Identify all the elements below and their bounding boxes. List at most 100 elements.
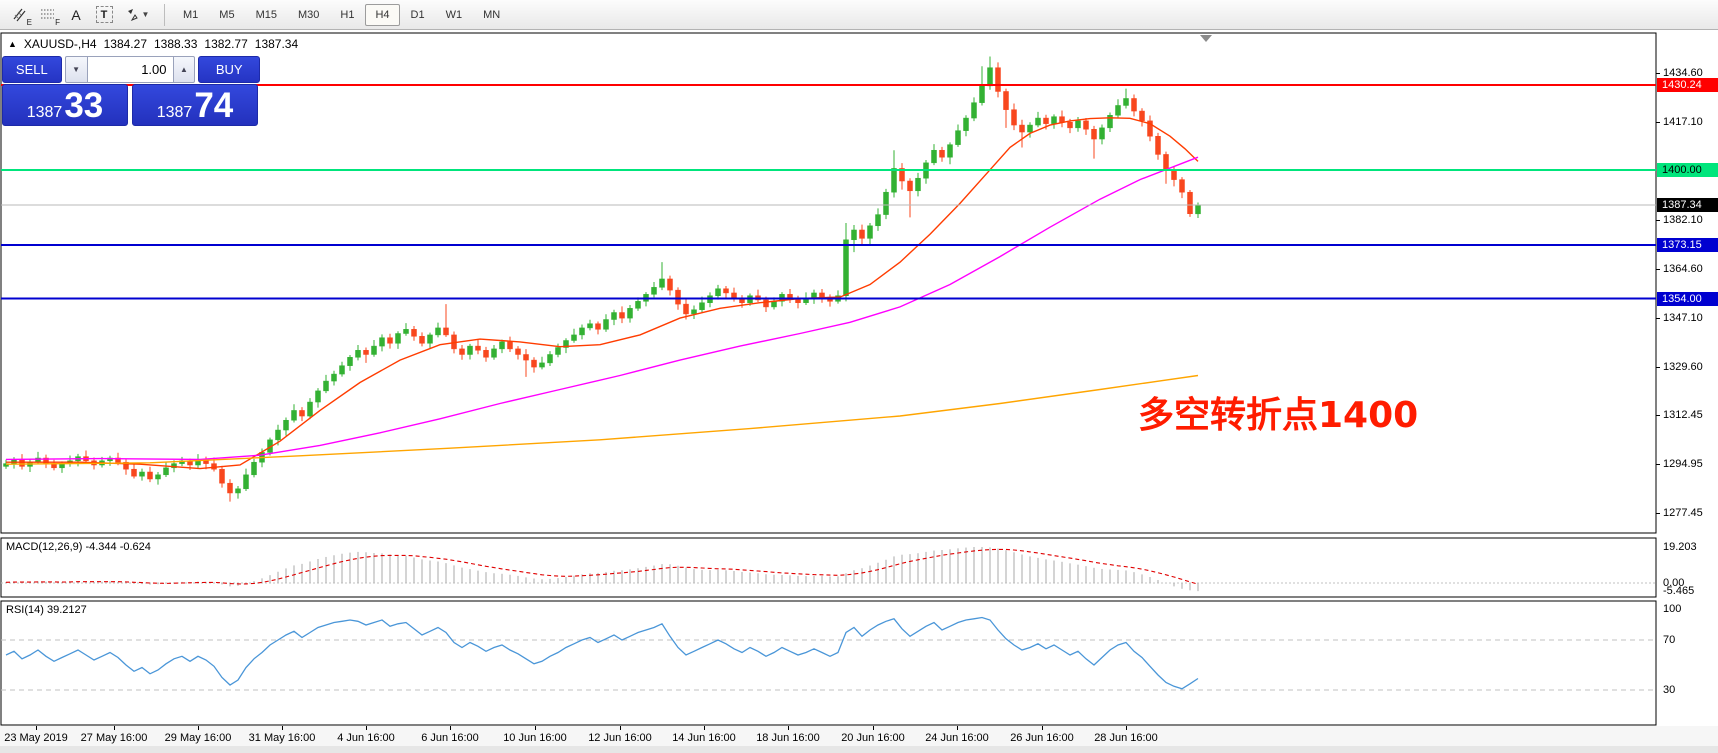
timeframe-button-h1[interactable]: H1 <box>340 8 355 21</box>
time-axis-label: 14 Jun 16:00 <box>672 732 736 744</box>
price-badge-pivot-1400: 1400.00 <box>1657 162 1718 177</box>
price-tick-mark <box>1656 268 1660 270</box>
timeframe-button-m1[interactable]: M1 <box>183 8 199 21</box>
ohlc-high: 1388.33 <box>154 37 198 51</box>
timeframe-button-w1[interactable]: W1 <box>445 8 463 21</box>
timeframe-button-m30[interactable]: M30 <box>297 8 320 21</box>
time-axis-label: 29 May 16:00 <box>164 732 232 744</box>
time-tick-mark <box>788 726 789 730</box>
rsi-scale-label: 70 <box>1663 634 1676 646</box>
buy-price-pips: 74 <box>194 86 234 125</box>
price-tick-mark <box>1656 219 1660 221</box>
price-tick-mark <box>1656 463 1660 465</box>
text-label-icon: A <box>71 6 81 23</box>
time-tick-mark <box>114 726 115 730</box>
time-axis-label: 27 May 16:00 <box>80 732 148 744</box>
price-tick-label: 1329.60 <box>1663 360 1703 373</box>
time-axis-label: 23 May 2019 <box>4 732 68 744</box>
timeframe-button-m5[interactable]: M5 <box>219 8 235 21</box>
window-footer-band <box>0 746 1718 753</box>
text-label-tool-button[interactable]: A <box>62 3 90 27</box>
macd-signal-line <box>5 548 1199 585</box>
timeframe-button-d1[interactable]: D1 <box>410 8 425 21</box>
price-tick-label: 1382.10 <box>1663 213 1703 226</box>
time-tick-mark <box>957 726 958 730</box>
symbol-arrow-icon: ▲ <box>8 39 17 49</box>
sell-price-button[interactable]: 1387 33 <box>2 84 128 126</box>
one-click-trade-panel: SELL ▼ ▲ BUY 1387 33 1387 74 <box>2 56 261 126</box>
price-tick-label: 1364.60 <box>1663 262 1703 275</box>
buy-button[interactable]: BUY <box>198 56 261 83</box>
time-tick-mark <box>704 726 705 730</box>
price-tick-label: 1312.45 <box>1663 408 1703 421</box>
price-tick-mark <box>1656 366 1660 368</box>
time-axis-label: 6 Jun 16:00 <box>421 732 479 744</box>
rsi-panel-area[interactable] <box>1 601 1656 725</box>
macd-scale-label: -5.465 <box>1663 585 1695 597</box>
time-tick-mark <box>1126 726 1127 730</box>
time-axis-label: 18 Jun 16:00 <box>756 732 820 744</box>
time-axis-label: 12 Jun 16:00 <box>588 732 652 744</box>
ma-mid-line <box>5 156 1199 461</box>
volume-input[interactable] <box>87 56 173 83</box>
timeframe-button-h4[interactable]: H4 <box>365 3 400 26</box>
time-axis-label: 28 Jun 16:00 <box>1094 732 1158 744</box>
time-tick-mark <box>1042 726 1043 730</box>
fibonacci-tool-button[interactable]: F <box>34 3 62 27</box>
price-badge-support-1373: 1373.15 <box>1657 237 1718 252</box>
price-tick-label: 1277.45 <box>1663 506 1703 519</box>
fibonacci-icon-letter: F <box>55 17 60 27</box>
rsi-scale-label: 100 <box>1663 603 1682 615</box>
text-tool-button[interactable]: T <box>90 3 118 27</box>
price-tick-label: 1434.60 <box>1663 67 1703 79</box>
volume-increase-button[interactable]: ▲ <box>172 56 196 83</box>
time-axis-label: 26 Jun 16:00 <box>1010 732 1074 744</box>
time-axis-label: 20 Jun 16:00 <box>841 732 905 744</box>
buy-price-button[interactable]: 1387 74 <box>132 84 258 126</box>
price-scale: 1434.60 1417.10 1382.10 1364.60 1347.10 1329.… <box>1656 31 1718 726</box>
timeframe-bar: M1 M5 M15 M30 H1 H4 D1 W1 MN <box>173 3 510 26</box>
toolbar-separator <box>164 3 165 26</box>
ohlc-close: 1387.34 <box>254 37 299 51</box>
time-tick-mark <box>450 726 451 730</box>
price-tick-label: 1417.10 <box>1663 115 1703 128</box>
price-tick-label: 1294.95 <box>1663 457 1703 470</box>
channel-icon <box>13 8 26 21</box>
ma-slow-line <box>5 374 1199 465</box>
chart-annotation-text: 多空转折点1400 <box>1138 395 1419 436</box>
panel-borders <box>0 32 1657 726</box>
arrows-icon <box>127 9 138 22</box>
rsi-scale-label: 30 <box>1663 684 1676 696</box>
buy-price-big: 1387 <box>156 104 193 121</box>
time-axis-label: 24 Jun 16:00 <box>925 732 989 744</box>
time-tick-mark <box>620 726 621 730</box>
price-tick-mark <box>1656 73 1660 74</box>
rsi-line <box>5 616 1199 690</box>
price-tick-mark <box>1656 414 1660 416</box>
chevron-down-icon: ▼ <box>141 10 150 19</box>
ma-fast-line <box>6 117 1199 470</box>
chart-scroll-marker-icon <box>1200 35 1212 42</box>
sell-price-pips: 33 <box>64 86 104 125</box>
symbol-info: ▲ XAUUSD-,H4 1384.27 1388.33 1382.77 138… <box>8 37 298 51</box>
timeframe-button-mn[interactable]: MN <box>483 8 501 21</box>
fibonacci-icon <box>41 9 54 18</box>
volume-decrease-button[interactable]: ▼ <box>64 56 88 83</box>
equidistant-channel-tool-button[interactable]: E <box>6 3 34 27</box>
symbol-name: XAUUSD-,H4 <box>23 37 97 51</box>
arrows-tool-button[interactable]: ▼ <box>118 3 156 27</box>
ohlc-low: 1382.77 <box>204 37 248 51</box>
macd-scale-label: 0.00 <box>1663 577 1685 589</box>
timeframe-button-m15[interactable]: M15 <box>255 8 277 21</box>
price-badge-support-1354: 1354.00 <box>1657 291 1718 306</box>
macd-panel-area[interactable] <box>1 538 1656 597</box>
macd-label: MACD(12,26,9) -4.344 -0.624 <box>6 541 151 553</box>
price-tick-mark <box>1656 317 1660 319</box>
price-tick-label: 1347.10 <box>1663 311 1703 324</box>
price-tick-mark <box>1656 512 1660 514</box>
time-tick-mark <box>366 726 367 730</box>
sell-button[interactable]: SELL <box>2 56 62 83</box>
time-tick-mark <box>198 726 199 730</box>
time-tick-mark <box>873 726 874 730</box>
